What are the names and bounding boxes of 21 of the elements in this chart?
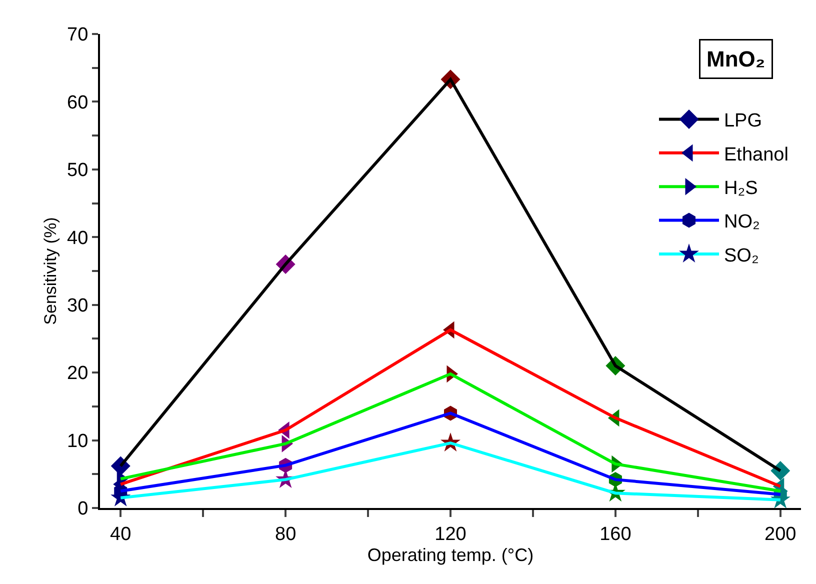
legend-label: LPG (724, 110, 762, 132)
y-tick-label: 10 (67, 430, 88, 452)
y-tick-label: 30 (67, 296, 88, 317)
legend-label: NO₂ (724, 212, 760, 233)
y-tick-label: 0 (78, 498, 88, 520)
legend-label: SO₂ (724, 245, 759, 266)
y-tick-label: 60 (67, 92, 88, 114)
y-tick-label: 20 (67, 363, 88, 384)
x-tick-label: 40 (110, 524, 132, 545)
y-tick-label: 50 (67, 160, 88, 182)
x-tick-label: 120 (434, 524, 466, 545)
legend-label: Ethanol (724, 144, 788, 166)
x-tick-label: 200 (764, 524, 796, 545)
legend-label: H₂S (724, 178, 758, 200)
x-tick-label: 80 (274, 524, 296, 545)
x-axis-title: Operating temp. (°C) (367, 544, 534, 565)
y-tick-label: 70 (67, 24, 88, 46)
legend-title: MnO₂ (706, 46, 766, 72)
y-axis-title: Sensitivity (%) (41, 217, 60, 325)
y-tick-label: 40 (67, 228, 88, 249)
x-tick-label: 160 (600, 524, 632, 545)
